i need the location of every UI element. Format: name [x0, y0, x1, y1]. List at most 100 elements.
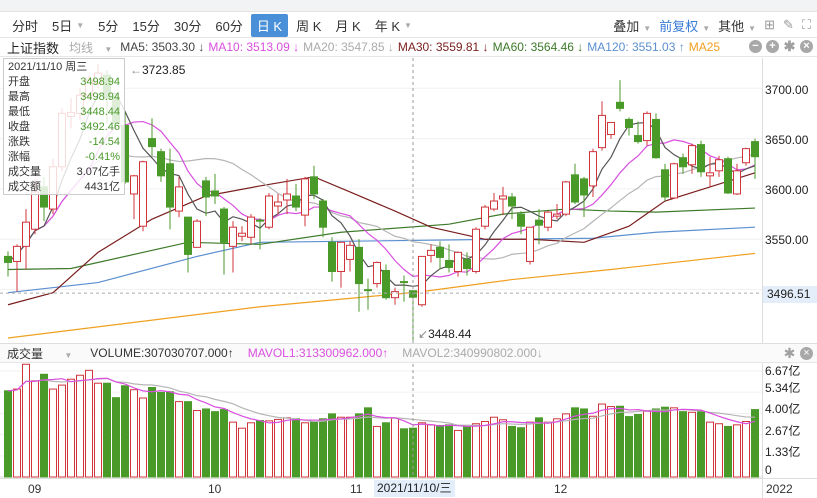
tooltip-row-volume: 成交量 3.07亿手: [8, 165, 120, 180]
tab-yearly-k[interactable]: 年 K ▼: [369, 14, 418, 37]
candle-body: [319, 200, 327, 228]
candle: [238, 226, 246, 242]
candle: [13, 244, 21, 292]
ma20-line: [7, 152, 756, 263]
fullscreen-icon[interactable]: ⛶: [801, 17, 811, 32]
candle-body: [715, 159, 723, 172]
zoom-out-icon[interactable]: −: [749, 40, 762, 53]
right-toolbar: 叠加 ▼ 前复权 ▼ 其他 ▼ ⊞ ✎ ⛶: [613, 14, 811, 36]
candle-body: [364, 289, 372, 292]
candle: [436, 241, 444, 270]
tab-60min[interactable]: 60分: [209, 14, 248, 37]
other-dropdown[interactable]: 其他 ▼: [718, 16, 756, 35]
volume-bar: [76, 374, 84, 478]
candle-body: [283, 193, 291, 201]
tooltip-label: 涨幅: [8, 151, 30, 163]
candle-body: [661, 169, 669, 198]
candle-body: [238, 232, 246, 237]
volume-indicator-selector[interactable]: 成交量 ▼: [7, 345, 86, 362]
candle-body: [508, 196, 516, 207]
volume-bar: [31, 380, 39, 478]
volume-bar: [13, 388, 21, 478]
tab-monthly-k[interactable]: 月 K: [329, 14, 366, 37]
tooltip-value: 3.07亿手: [76, 166, 120, 178]
candle-body: [751, 141, 759, 158]
tooltip-date: 2021/11/10 周三: [8, 61, 88, 73]
adjust-dropdown[interactable]: 前复权 ▼: [659, 16, 710, 35]
tab-5day[interactable]: 5日 ▼: [46, 14, 90, 37]
candle-body: [22, 221, 30, 247]
volume-bar: [175, 401, 183, 478]
candle: [454, 251, 462, 277]
candle: [526, 226, 534, 265]
candle: [589, 148, 597, 197]
volume-bar: [265, 420, 273, 478]
legend-ma60: MA60: 3564.46 ↓: [492, 40, 584, 54]
tab-5min[interactable]: 5分: [92, 14, 124, 37]
volume-bar: [607, 406, 615, 478]
volume-tick: 2.67亿: [765, 424, 801, 438]
volume-bar: [589, 415, 597, 478]
volume-bar: [148, 386, 156, 478]
candle-body: [166, 163, 174, 208]
volume-tick: 1.33亿: [765, 445, 801, 459]
volume-bar: [463, 425, 471, 478]
volume-bar: [490, 416, 498, 478]
candle: [373, 261, 381, 288]
low-value: 3448.44: [428, 327, 472, 341]
candle: [490, 192, 498, 212]
overlay-label: 叠加: [613, 18, 640, 34]
candle: [706, 156, 714, 187]
tab-daily-k[interactable]: 日 K: [250, 13, 289, 37]
volume-bar: [643, 410, 651, 478]
close-icon[interactable]: ×: [800, 40, 813, 53]
volume-bar: [472, 423, 480, 478]
candle: [499, 186, 507, 216]
volume-bar: [238, 427, 246, 478]
volume-tick: 6.67亿: [765, 364, 801, 378]
draw-pen-icon[interactable]: ✎: [782, 17, 794, 32]
gear-icon[interactable]: ✱: [783, 38, 796, 54]
candle: [652, 113, 660, 159]
candle-body: [229, 226, 237, 247]
candle: [607, 121, 615, 139]
layout-grid-icon[interactable]: ⊞: [764, 17, 775, 32]
tab-30min[interactable]: 30分: [168, 14, 207, 37]
overlay-dropdown[interactable]: 叠加 ▼: [613, 16, 651, 35]
candle-body: [724, 158, 732, 194]
close-icon[interactable]: ×: [800, 347, 813, 360]
legend-ma10: MA10: 3513.09 ↓: [208, 40, 300, 54]
tooltip-row-low: 最低 3448.44: [8, 105, 120, 120]
tab-label: 15分: [132, 18, 160, 34]
volume-panel-controls: ✱ ×: [783, 345, 813, 361]
volume-bar: [508, 425, 516, 478]
arrow-left-icon: ←: [130, 63, 142, 77]
gear-icon[interactable]: ✱: [783, 345, 796, 361]
candle-body: [139, 161, 147, 227]
tooltip-label: 涨跌: [8, 136, 30, 148]
candle-body: [184, 216, 192, 255]
tab-15min[interactable]: 15分: [126, 14, 165, 37]
ma-selector[interactable]: 均线 ▼: [69, 39, 116, 56]
volume-bar: [724, 425, 732, 478]
tab-weekly-k[interactable]: 周 K: [290, 14, 327, 37]
volume-bar: [418, 422, 426, 478]
tab-label: 年 K: [374, 18, 400, 34]
tab-intraday[interactable]: 分时: [6, 14, 44, 37]
zoom-in-icon[interactable]: +: [766, 40, 779, 53]
candle-body: [175, 186, 183, 212]
candle: [679, 153, 687, 174]
ma10-line: [7, 120, 756, 278]
volume-bar: [301, 422, 309, 478]
tooltip-row-close: 收盘 3492.46: [8, 120, 120, 135]
volume-bar: [526, 421, 534, 478]
volume-bar: [661, 406, 669, 478]
candle-body: [481, 206, 489, 227]
volume-bar: [742, 421, 750, 478]
volume-tick: 0: [765, 463, 772, 477]
candle: [400, 275, 408, 302]
candle-body: [742, 148, 750, 164]
candle-body: [616, 101, 624, 109]
volume-indicator-label: 成交量: [7, 346, 44, 361]
